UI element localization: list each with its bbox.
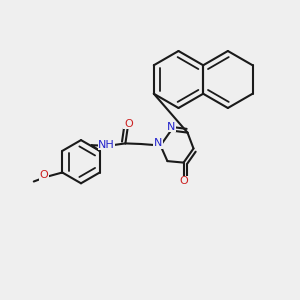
Text: O: O [40,170,48,181]
Text: O: O [180,176,189,187]
Text: N: N [167,122,175,132]
Text: NH: NH [98,140,115,150]
Text: O: O [124,119,133,129]
Text: N: N [154,138,162,148]
